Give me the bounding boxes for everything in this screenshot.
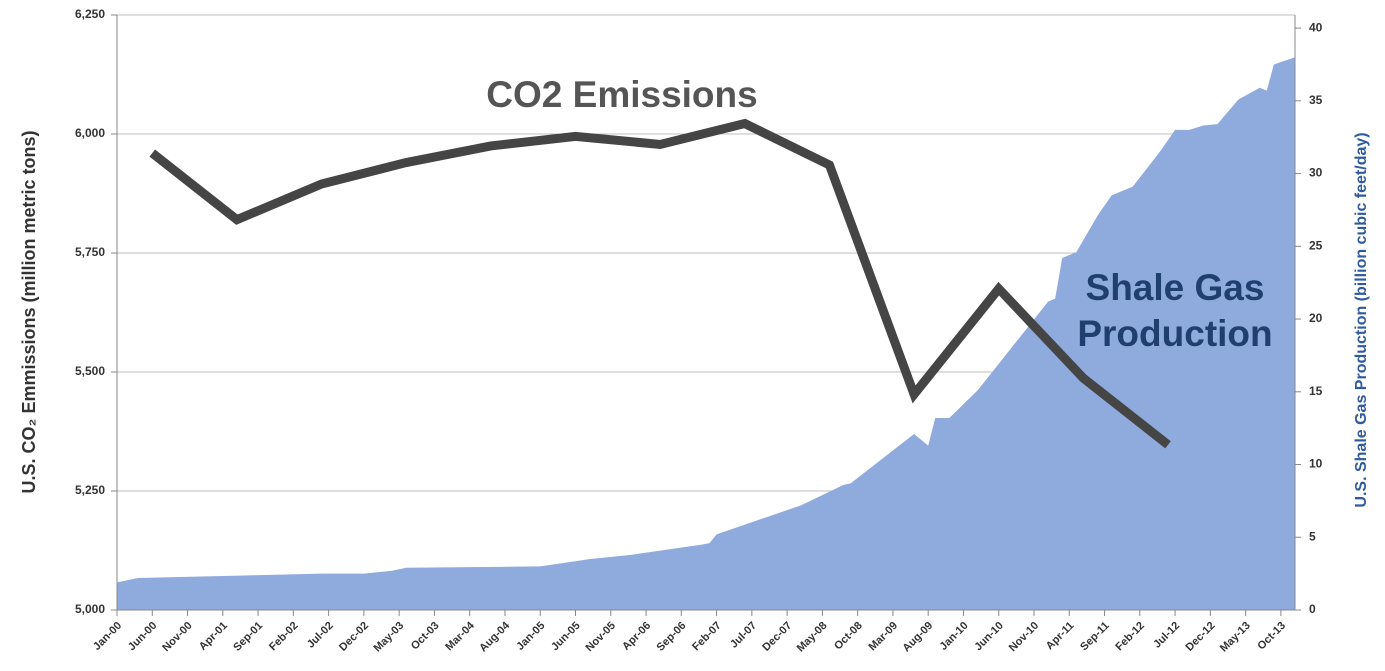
x-tick-label: Nov-00 xyxy=(160,620,194,654)
y-tick-label: 5,750 xyxy=(75,245,105,259)
x-tick-label: Oct-13 xyxy=(1255,620,1288,653)
x-tick-label: Mar-09 xyxy=(867,620,901,654)
x-tick-label: Aug-04 xyxy=(477,619,512,654)
x-tick-label: Jan-05 xyxy=(514,620,547,653)
x-tick-label: Apr-06 xyxy=(620,620,653,653)
x-tick-label: Nov-10 xyxy=(1007,620,1041,654)
y2-tick-label: 5 xyxy=(1309,529,1316,543)
line xyxy=(149,118,1171,449)
x-tick-label: Nov-05 xyxy=(584,620,618,654)
x-tick-label: Jan-00 xyxy=(91,620,124,653)
y-tick-label: 6,250 xyxy=(75,7,105,21)
x-tick-label: Oct-03 xyxy=(409,620,442,653)
x-tick-label: Sep-01 xyxy=(231,620,265,654)
y2-tick-label: 15 xyxy=(1309,384,1323,398)
x-tick-label: Jan-10 xyxy=(938,620,971,653)
y2-tick-label: 40 xyxy=(1309,20,1323,34)
y2-tick-label: 10 xyxy=(1309,457,1323,471)
y2-axis-label: U.S. Shale Gas Production (billion cubic… xyxy=(1353,132,1370,507)
x-tick-label: May-03 xyxy=(371,620,406,655)
x-tick-label: May-13 xyxy=(1218,620,1253,655)
x-tick-label: May-08 xyxy=(795,620,830,655)
x-tick-label: Dec-07 xyxy=(760,620,794,654)
x-tick-label: Oct-08 xyxy=(832,620,865,653)
y2-tick-label: 0 xyxy=(1309,602,1316,616)
annotation: CO2 Emissions xyxy=(486,74,757,115)
x-tick-label: Jul-12 xyxy=(1151,620,1182,651)
y2-tick-label: 30 xyxy=(1309,166,1323,180)
x-tick-label: Jul-02 xyxy=(305,620,336,651)
y-axis-label: U.S. CO₂ Emmissions (million metric tons… xyxy=(19,130,39,493)
y2-tick-label: 20 xyxy=(1309,311,1323,325)
area xyxy=(117,57,1295,611)
y-tick-label: 5,500 xyxy=(75,364,105,378)
x-tick-label: Feb-12 xyxy=(1113,620,1147,654)
annotation: Production xyxy=(1077,313,1272,354)
annotation: Shale Gas xyxy=(1086,267,1265,308)
x-tick-label: Mar-04 xyxy=(443,619,477,653)
y-tick-label: 5,250 xyxy=(75,483,105,497)
x-tick-label: Feb-07 xyxy=(690,620,724,654)
x-tick-label: Sep-11 xyxy=(1078,620,1112,654)
x-tick-label: Apr-01 xyxy=(197,620,230,653)
x-tick-label: Jun-05 xyxy=(549,620,583,654)
x-tick-label: Jun-00 xyxy=(126,620,160,654)
x-tick-label: Dec-12 xyxy=(1184,620,1218,654)
x-tick-label: Sep-06 xyxy=(654,620,688,654)
y-tick-label: 5,000 xyxy=(75,602,105,616)
x-tick-label: Feb-02 xyxy=(267,620,301,654)
x-tick-label: Apr-11 xyxy=(1044,620,1077,653)
y2-tick-label: 35 xyxy=(1309,93,1323,107)
y2-tick-label: 25 xyxy=(1309,238,1323,252)
x-tick-label: Jul-07 xyxy=(728,620,759,651)
x-tick-label: Aug-09 xyxy=(901,620,936,655)
y-tick-label: 6,000 xyxy=(75,126,105,140)
x-tick-label: Dec-02 xyxy=(337,620,371,654)
x-tick-label: Jun-10 xyxy=(972,620,1006,654)
